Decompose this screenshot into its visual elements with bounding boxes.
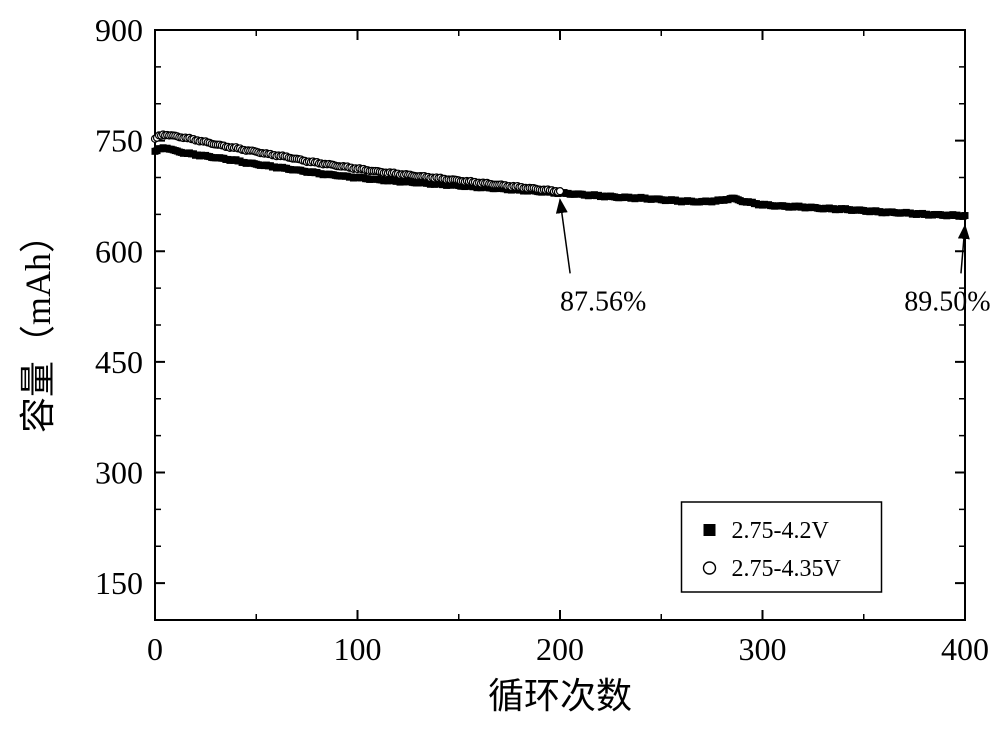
svg-text:450: 450: [95, 344, 143, 380]
svg-text:600: 600: [95, 233, 143, 269]
svg-text:0: 0: [147, 631, 163, 667]
legend: 2.75-4.2V 2.75-4.35V: [682, 502, 882, 592]
chart-svg: 0 100 200 300 400 150 300 450 600 750 900 循环次数 容量（mA…: [0, 0, 1000, 734]
annotation-1: 89.50%: [904, 286, 990, 317]
annotation-0: 87.56%: [560, 286, 646, 317]
svg-text:150: 150: [95, 565, 143, 601]
svg-text:300: 300: [739, 631, 787, 667]
chart-container: 0 100 200 300 400 150 300 450 600 750 900 循环次数 容量（mA…: [0, 0, 1000, 734]
svg-text:300: 300: [95, 455, 143, 491]
svg-text:2.75-4.2V: 2.75-4.2V: [732, 518, 830, 544]
x-axis-label: 循环次数: [488, 676, 632, 716]
svg-text:2.75-4.35V: 2.75-4.35V: [732, 556, 842, 582]
y-axis-label: 容量（mAh）: [18, 217, 58, 433]
svg-text:750: 750: [95, 123, 143, 159]
series-1: [152, 131, 564, 195]
svg-text:900: 900: [95, 12, 143, 48]
svg-text:100: 100: [334, 631, 382, 667]
svg-text:400: 400: [941, 631, 989, 667]
svg-text:200: 200: [536, 631, 584, 667]
